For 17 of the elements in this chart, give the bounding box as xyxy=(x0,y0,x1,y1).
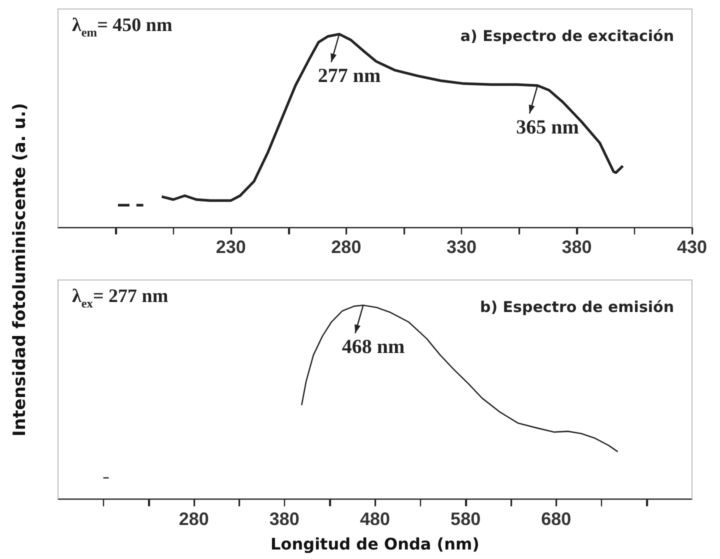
x-tick-label: 230 xyxy=(216,237,246,258)
x-tick-label: 380 xyxy=(269,508,300,529)
annotation: 468 nm xyxy=(342,336,405,358)
x-tick-label: 430 xyxy=(676,237,708,258)
x-tick-label: 480 xyxy=(360,508,390,529)
x-tick-label: 580 xyxy=(450,508,481,529)
annotation: b) Espectro de emisión xyxy=(480,298,674,316)
x-tick-label: 280 xyxy=(331,237,362,258)
y-axis-title: Intensidad fotoluminiscente (a. u.) xyxy=(10,103,30,437)
x-tick-label: 280 xyxy=(178,508,209,529)
x-axis-title: Longitud de Onda (nm) xyxy=(270,534,480,554)
annotation: 277 nm xyxy=(318,65,381,88)
annotation: 365 nm xyxy=(516,116,580,139)
annotation: a) Espectro de excitación xyxy=(460,27,674,45)
x-tick-label: 680 xyxy=(541,508,572,529)
x-tick-label: 330 xyxy=(446,237,476,258)
x-tick-label: 380 xyxy=(562,237,592,258)
